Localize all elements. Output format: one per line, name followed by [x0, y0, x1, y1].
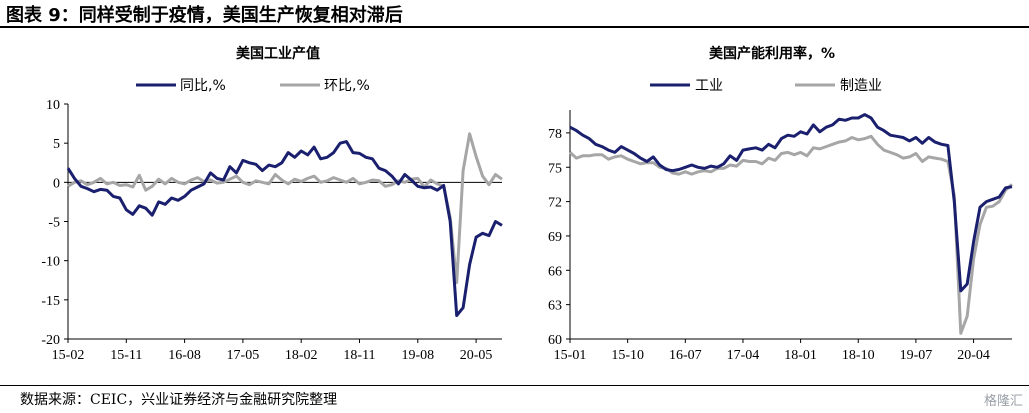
charts-canvas: 美国工业产值 同比,% 环比,% 美国产能利用率，% 工业 制造业 10 5 0 -5… [41, 45, 1014, 363]
right-chart-title: 美国产能利用率，% [709, 45, 835, 62]
left-legend-label-mom: 环比,% [324, 78, 370, 94]
left-legend-label-yoy: 同比,% [180, 78, 226, 94]
y-tick-label: -15 [41, 294, 60, 309]
watermark-logo: 格隆汇 [983, 394, 1023, 409]
x-tick-label: 15-02 [52, 348, 85, 363]
x-tick-label: 18-01 [784, 348, 817, 363]
bottom-divider [0, 385, 1029, 386]
x-tick-label: 20-04 [957, 348, 990, 363]
series-line-left-0 [66, 140, 503, 317]
x-tick-label: 16-08 [168, 348, 201, 363]
figure-title: 图表 9：同样受制于疫情，美国生产恢复相对滞后 [6, 5, 403, 26]
x-tick-label: 17-05 [227, 348, 260, 363]
x-tick-label: 19-08 [401, 348, 434, 363]
y-tick-label: -20 [41, 333, 60, 348]
y-tick-label: 10 [46, 98, 60, 113]
left-chart-title: 美国工业产值 [236, 45, 320, 62]
y-tick-label: 75 [548, 161, 562, 176]
y-tick-label: 69 [548, 230, 562, 245]
y-tick-label: -10 [41, 255, 60, 270]
x-tick-label: 15-10 [611, 348, 644, 363]
x-tick-label: 19-07 [900, 348, 933, 363]
series-line-right-1 [569, 134, 1014, 335]
x-tick-label: 18-02 [285, 348, 318, 363]
x-tick-label: 18-10 [842, 348, 875, 363]
x-tick-label: 15-11 [110, 348, 142, 363]
x-tick-label: 20-05 [460, 348, 493, 363]
right-legend-label-industry: 工业 [695, 78, 723, 94]
y-tick-label: -5 [48, 216, 60, 231]
y-tick-label: 0 [53, 176, 60, 191]
y-tick-label: 63 [548, 299, 562, 314]
y-tick-label: 60 [548, 333, 562, 348]
x-tick-label: 16-07 [669, 348, 702, 363]
y-tick-label: 78 [548, 127, 562, 142]
x-tick-label: 17-04 [727, 348, 760, 363]
y-tick-label: 5 [53, 137, 60, 152]
x-tick-label: 15-01 [554, 348, 587, 363]
right-legend-label-manufacturing: 制造业 [840, 78, 882, 94]
top-divider [0, 26, 1029, 28]
x-tick-label: 18-11 [343, 348, 375, 363]
y-tick-label: 72 [548, 196, 562, 211]
series-line-left-1 [67, 132, 503, 285]
y-tick-label: 66 [548, 264, 562, 279]
source-note: 数据来源：CEIC，兴业证券经济与金融研究院整理 [20, 392, 338, 408]
series-line-right-0 [569, 113, 1013, 293]
